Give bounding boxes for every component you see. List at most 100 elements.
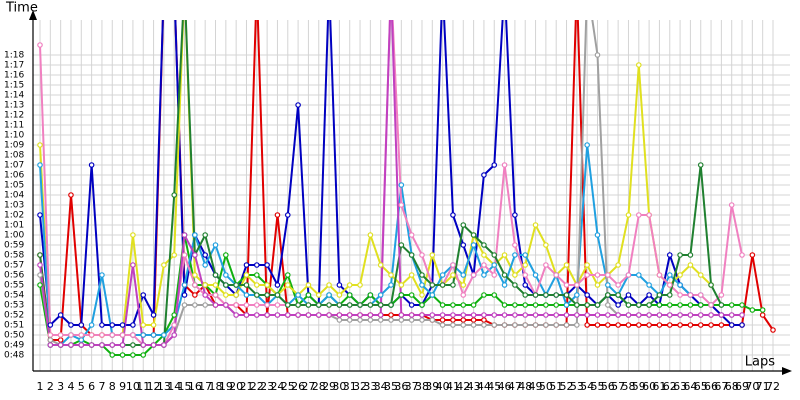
data-point [68,192,74,198]
data-point [357,302,363,308]
data-point [666,322,673,328]
x-tick-label: 24 [270,380,284,393]
data-point [119,332,126,338]
data-point [708,282,714,288]
data-point [388,272,394,278]
data-point [646,322,652,328]
data-point [739,302,745,308]
data-point [37,212,43,218]
x-tick-label: 9 [119,380,126,393]
data-point [615,312,621,318]
data-point [625,212,632,218]
data-point [584,312,590,318]
data-point [233,302,239,308]
data-point [254,262,260,268]
data-point [646,212,652,218]
x-tick-label: 56 [601,380,615,393]
data-point [522,272,529,278]
data-point [254,282,260,288]
x-tick-label: 26 [291,380,305,393]
series-line [39,20,742,346]
data-point [460,272,467,278]
data-point [88,342,95,348]
data-point [543,262,549,268]
data-point [749,252,756,258]
data-point [419,272,425,278]
data-point [408,302,415,308]
data-point [192,282,198,288]
data-point [109,332,116,338]
data-point [243,312,250,318]
data-point [315,312,322,318]
data-point [574,312,580,318]
x-tick-label: 45 [487,380,501,393]
data-point [37,272,43,278]
y-tick-label: 0:55 [4,281,24,291]
data-point [501,162,508,168]
data-point [460,302,467,308]
data-point [532,302,539,308]
data-point [656,322,663,328]
data-point [481,322,487,328]
data-point [274,282,281,288]
data-point [553,322,559,328]
data-point [677,282,683,288]
data-point [429,252,436,258]
y-tick-label: 1:06 [4,171,24,181]
data-point [697,302,704,308]
data-point [697,272,704,278]
data-point [212,242,219,248]
data-point [212,292,219,298]
data-point [68,322,74,328]
data-point [37,282,43,288]
data-point [687,292,694,298]
data-point [718,302,725,308]
data-point [398,202,405,208]
data-point [119,322,126,328]
data-point [563,282,570,288]
data-point [574,282,580,288]
data-point [512,212,518,218]
data-point [584,262,590,268]
data-point [408,232,415,238]
data-point [563,312,570,318]
data-point [181,292,188,298]
x-tick-label: 62 [663,380,677,393]
data-point [99,342,105,348]
data-point [470,322,477,328]
x-tick-label: 11 [136,380,150,393]
data-point [130,322,136,328]
data-point [57,337,64,343]
data-point [491,322,498,328]
data-point [367,317,374,323]
y-tick-label: 1:16 [4,71,24,81]
data-point [192,292,198,298]
data-point [192,252,198,258]
data-point [243,282,250,288]
data-point [563,302,570,308]
data-point [594,52,601,58]
data-point [666,252,673,258]
data-point [377,317,384,323]
data-point [625,292,632,298]
data-point [512,242,518,248]
data-point [254,302,260,308]
data-point [202,262,208,268]
data-point [439,282,446,288]
y-tick-label: 1:09 [4,141,24,151]
x-tick-label: 40 [436,380,450,393]
data-point [47,322,54,328]
data-point [315,302,322,308]
data-point [481,317,487,323]
data-point [666,312,673,318]
data-point [739,252,745,258]
data-point [439,302,446,308]
data-point [295,292,301,298]
data-point [357,312,363,318]
x-tick-label: 31 [343,380,357,393]
data-point [47,337,54,343]
data-point [553,302,559,308]
x-tick-label: 33 [363,380,377,393]
data-point [284,302,291,308]
